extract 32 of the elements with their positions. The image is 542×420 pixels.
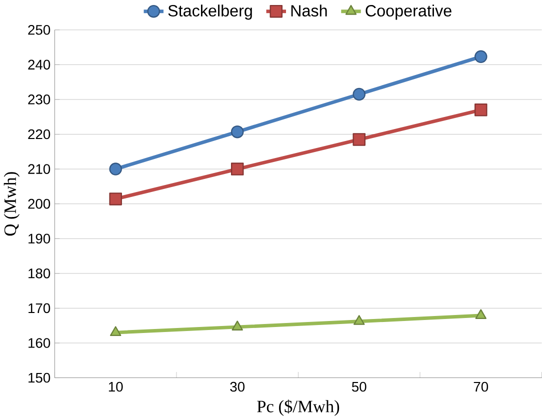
point bbox=[352, 88, 366, 101]
y-tick-label: 250 bbox=[28, 25, 50, 35]
y-tick-label: 150 bbox=[28, 373, 50, 383]
y-tick-label: 190 bbox=[28, 234, 50, 244]
point bbox=[230, 126, 244, 138]
point bbox=[110, 326, 122, 336]
x-tick-label: 50 bbox=[352, 382, 366, 392]
y-tick-label: 220 bbox=[28, 129, 50, 140]
point bbox=[232, 320, 243, 331]
point bbox=[230, 162, 244, 176]
point bbox=[474, 50, 488, 64]
y-tick-label: 180 bbox=[28, 268, 50, 278]
y-tick-label: 240 bbox=[28, 60, 50, 70]
point bbox=[109, 162, 122, 176]
y-tick-label: 210 bbox=[28, 164, 50, 174]
x-tick-label: 30 bbox=[230, 382, 245, 392]
x-tick-label: 10 bbox=[108, 382, 123, 392]
point bbox=[109, 192, 122, 206]
y-axis-title: Q (Mwh) bbox=[4, 172, 20, 236]
point bbox=[354, 315, 365, 326]
point bbox=[475, 309, 486, 320]
x-tick-label: 70 bbox=[474, 382, 488, 392]
y-tick-label: 170 bbox=[28, 303, 50, 314]
legend-label: Stackelberg bbox=[168, 4, 252, 20]
y-tick-label: 200 bbox=[28, 199, 50, 209]
point bbox=[474, 104, 488, 116]
y-tick-label: 160 bbox=[28, 338, 50, 348]
x-axis-title: Pc ($/Mwh) bbox=[257, 400, 340, 416]
point bbox=[352, 133, 366, 146]
y-tick-label: 230 bbox=[28, 94, 50, 105]
legend-label: Nash bbox=[291, 4, 327, 17]
legend-label: Cooperative bbox=[366, 4, 452, 20]
